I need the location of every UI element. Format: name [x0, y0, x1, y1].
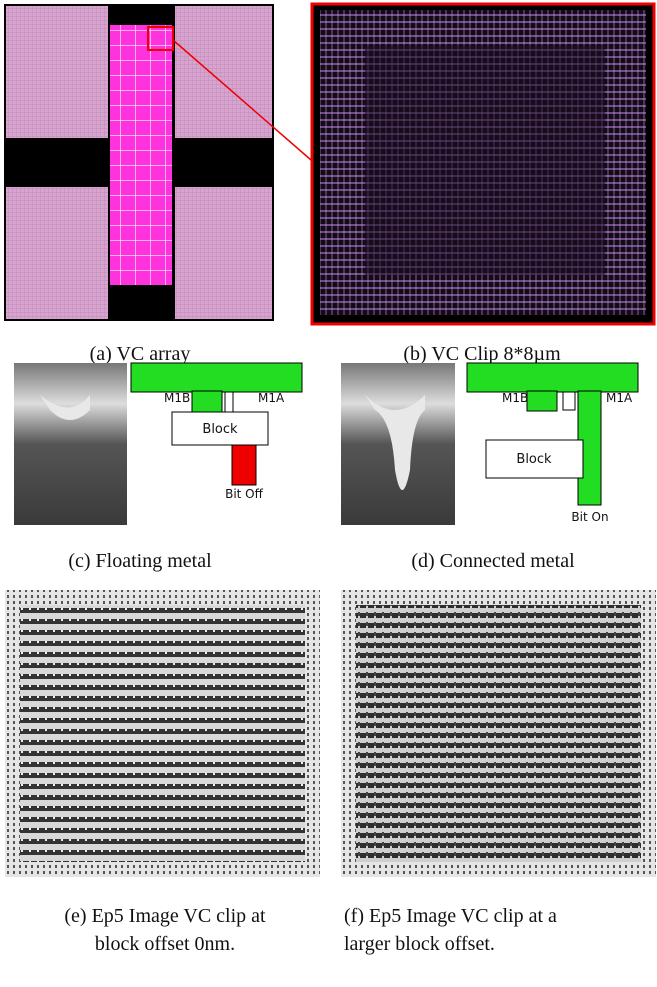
- vc-array-image: [5, 5, 311, 320]
- caption: (f) Ep5 Image VC clip at a: [344, 905, 557, 927]
- label: Bit On: [571, 510, 608, 524]
- label: M1B: [502, 391, 528, 405]
- label: M1A: [606, 391, 633, 405]
- caption: (c) Floating metal: [68, 550, 212, 572]
- label: Block: [202, 422, 238, 437]
- ep5-image-e: [5, 590, 320, 877]
- caption: block offset 0nm.: [95, 933, 235, 955]
- vc-clip-image: [312, 4, 654, 324]
- caption: (b) VC Clip 8*8µm: [403, 343, 561, 365]
- caption: larger block offset.: [344, 933, 495, 955]
- label: Block: [516, 452, 552, 467]
- caption: (d) Connected metal: [411, 550, 575, 572]
- caption: (a) VC array: [90, 343, 191, 365]
- figure: (a) VC array (b) VC Clip 8*8µm M1B M1A B…: [0, 0, 657, 987]
- sem-image: [14, 363, 127, 525]
- floating-diagram: M1B M1A Block Bit Off: [131, 363, 302, 501]
- caption: (e) Ep5 Image VC clip at: [64, 905, 266, 927]
- ep5-image-f: [341, 590, 656, 877]
- label: M1B: [164, 391, 190, 405]
- page: (a) VC array (b) VC Clip 8*8µm M1B M1A B…: [0, 0, 657, 987]
- label: Bit Off: [225, 487, 264, 501]
- label: M1A: [258, 391, 285, 405]
- connected-diagram: M1B M1A Block Bit On: [467, 363, 638, 524]
